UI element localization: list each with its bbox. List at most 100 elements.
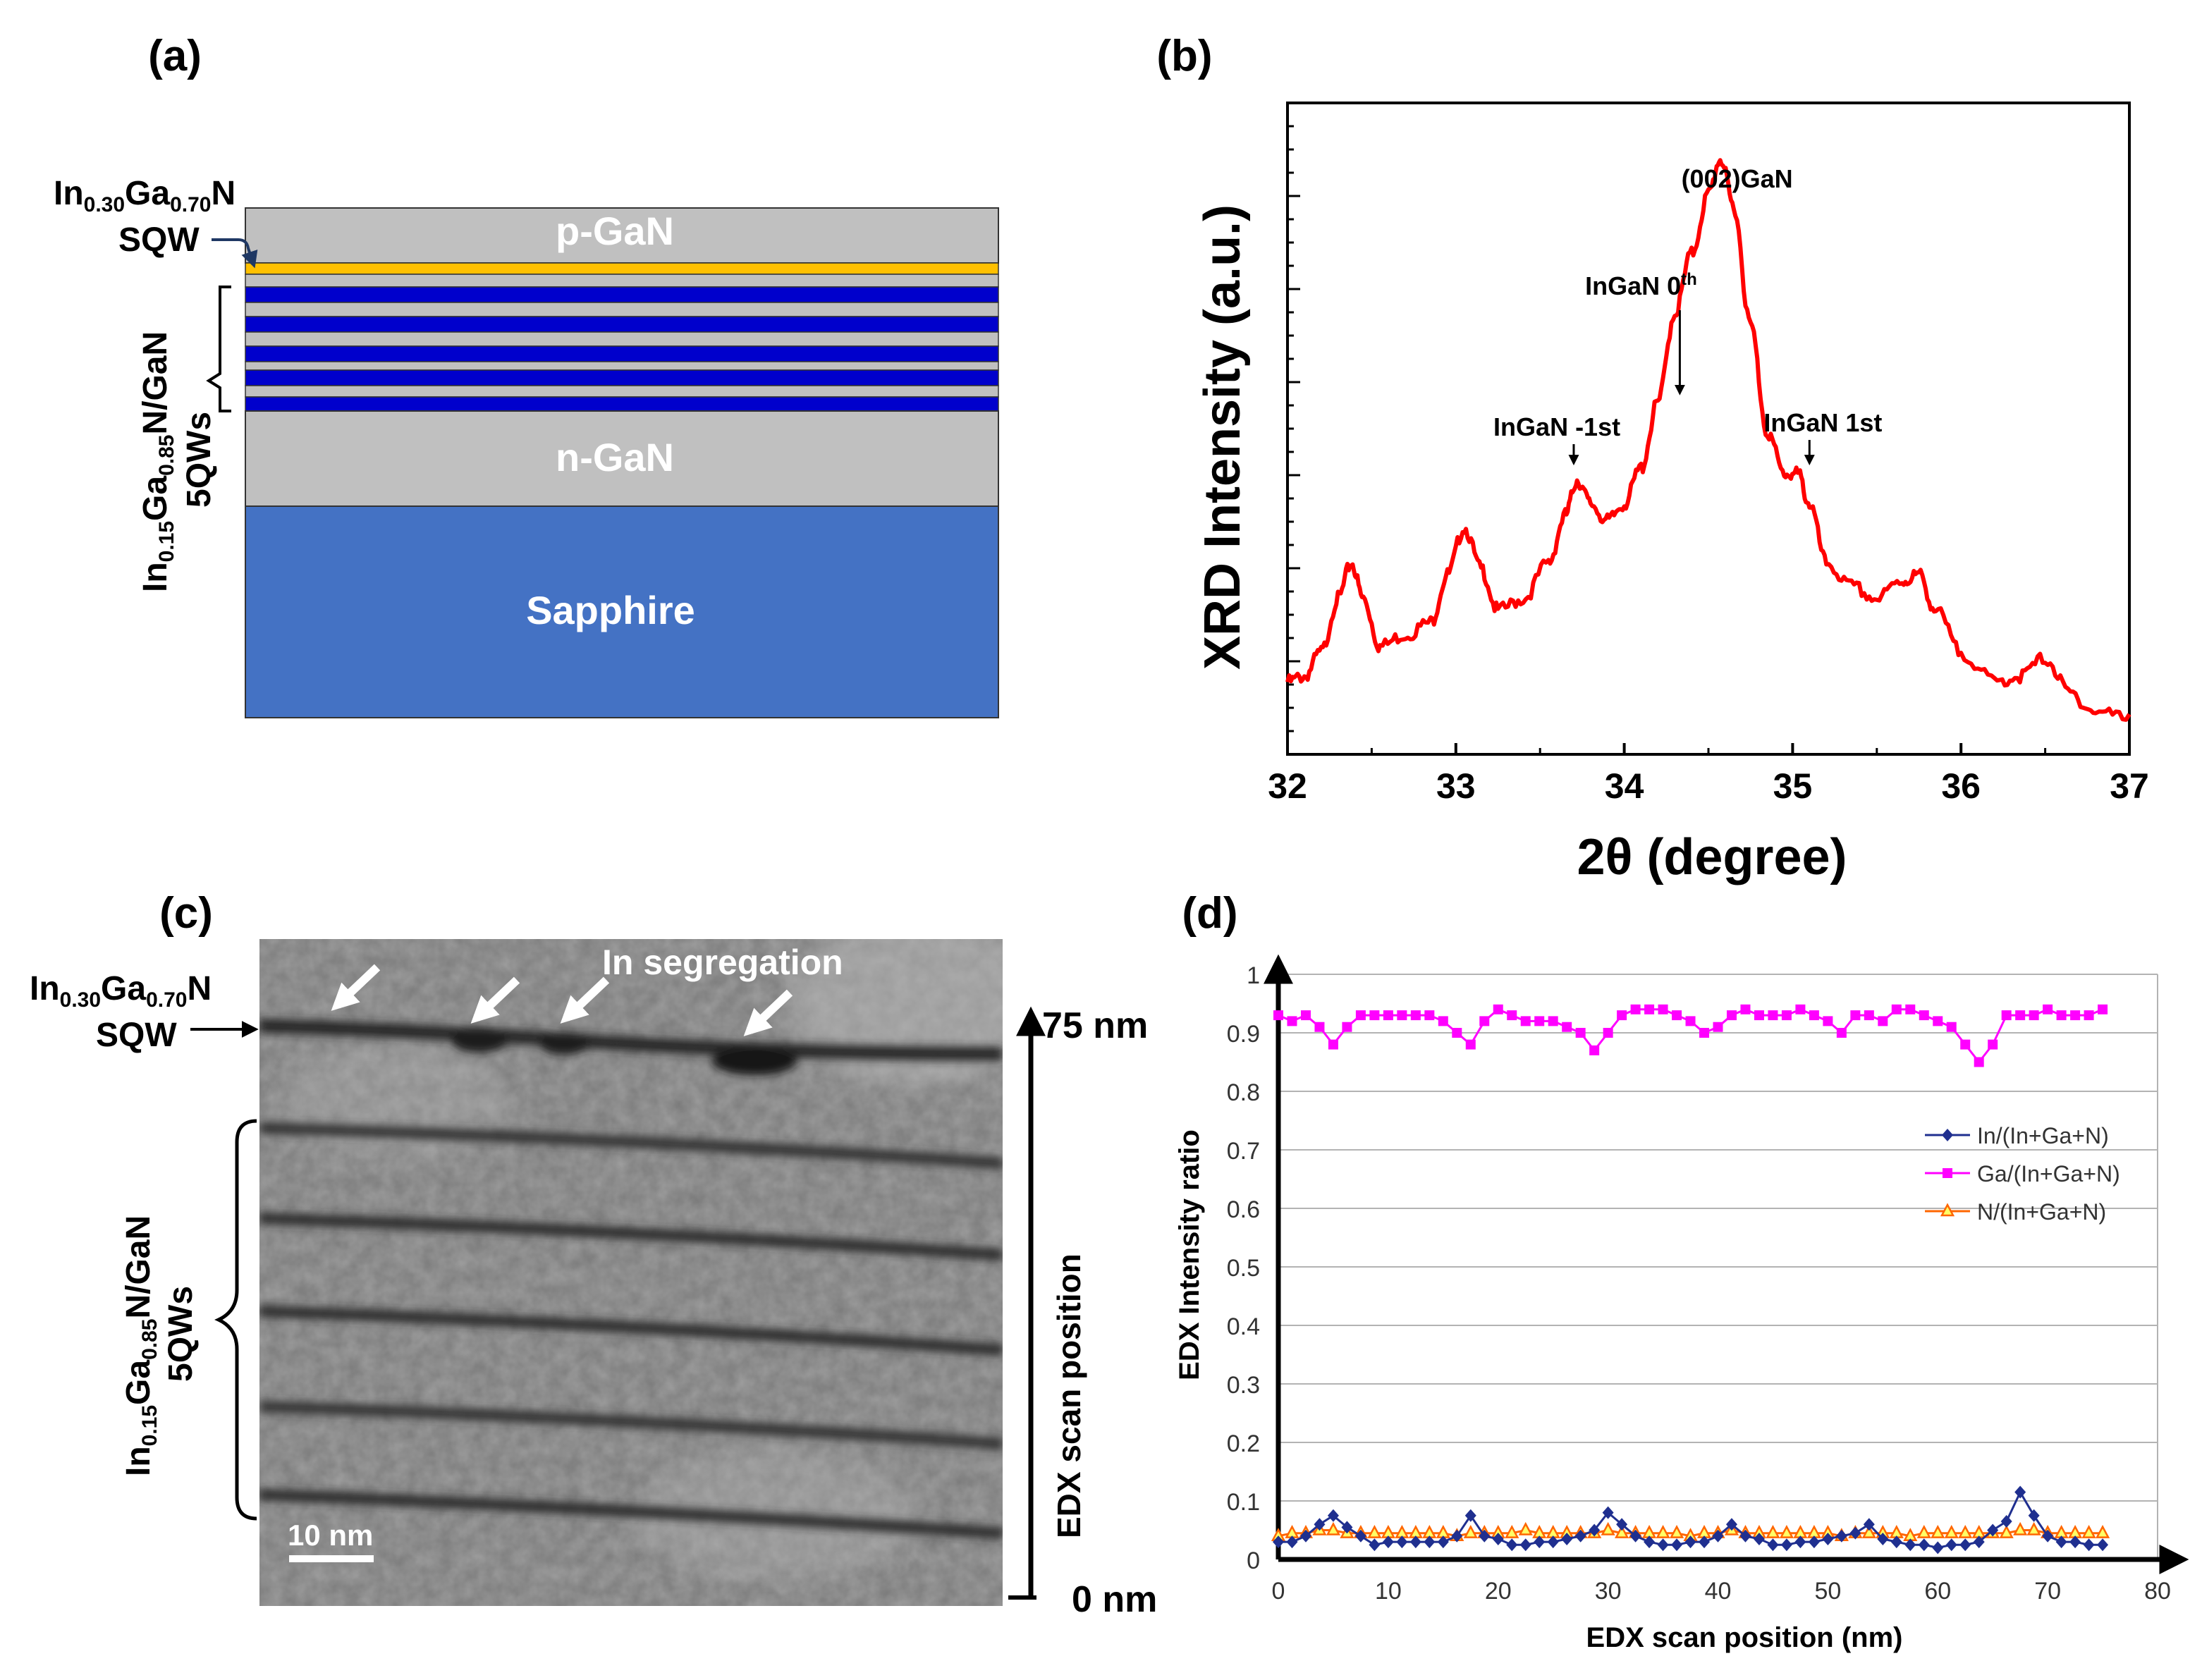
scan-top-label: 75 nm	[1042, 1005, 1148, 1046]
p-gan-layer	[245, 207, 999, 264]
edx-point	[2014, 1485, 2026, 1499]
edx-point	[1616, 1518, 1628, 1531]
edx-point	[1918, 1538, 1930, 1552]
peak-p1-label: InGaN 1st	[1763, 408, 1882, 437]
sapphire-label: Sapphire	[526, 588, 695, 632]
sqw-layer	[245, 262, 999, 275]
edx-point	[1988, 1039, 1998, 1050]
edx-y-tick-label: 0.8	[1227, 1079, 1260, 1106]
edx-point	[2069, 1535, 2081, 1549]
edx-point	[1409, 1535, 1421, 1549]
edx-point	[2042, 1529, 2054, 1543]
edx-y-tick-label: 0.7	[1227, 1138, 1260, 1165]
scale-bar-label: 10 nm	[288, 1519, 373, 1552]
edx-point	[1861, 1524, 1876, 1538]
edx-point	[1932, 1541, 1944, 1555]
n-gan-label: n-GaN	[556, 435, 674, 479]
edx-point	[1658, 1004, 1668, 1014]
edx-x-tick-label: 30	[1595, 1578, 1622, 1605]
xrd-x-tick-label: 32	[1268, 766, 1307, 806]
edx-point	[1891, 1004, 1902, 1014]
panel-label-a: (a)	[148, 32, 202, 80]
qw-layer-5	[245, 396, 999, 412]
edx-point	[1396, 1535, 1408, 1549]
edx-point	[1273, 1010, 1283, 1021]
edx-point	[1438, 1016, 1448, 1026]
edx-point	[1919, 1010, 1929, 1021]
edx-point	[1931, 1524, 1945, 1538]
edx-point	[1987, 1523, 1999, 1537]
edx-point	[1946, 1022, 1957, 1032]
layer-stack: p-GaN n-GaN Sapphire	[245, 207, 999, 718]
edx-x-tick-label: 60	[1924, 1578, 1951, 1605]
edx-point	[1781, 1010, 1792, 1021]
edx-y-tick-label: 0.3	[1227, 1372, 1260, 1399]
legend-marker	[1943, 1168, 1952, 1178]
edx-point	[1629, 1529, 1641, 1543]
edx-point	[2043, 1004, 2053, 1014]
edx-y-tick-label: 0.6	[1227, 1196, 1260, 1223]
edx-point	[2095, 1524, 2110, 1538]
edx-point	[1328, 1039, 1338, 1050]
edx-point	[1410, 1010, 1421, 1021]
edx-point	[1424, 1010, 1435, 1021]
qw-layer-3	[245, 345, 999, 362]
p-gan-label: p-GaN	[556, 209, 674, 253]
edx-point	[1959, 1538, 1971, 1552]
edx-point	[1287, 1016, 1297, 1026]
edx-x-tick-label: 80	[2144, 1578, 2171, 1605]
edx-point	[1768, 1010, 1778, 1021]
edx-point	[2083, 1538, 2095, 1552]
edx-point	[1713, 1022, 1723, 1032]
edx-point	[1519, 1538, 1531, 1552]
legend-marker	[1942, 1129, 1953, 1141]
edx-point	[1520, 1016, 1531, 1026]
sqw-arrow-a	[212, 238, 258, 269]
panel-label-c: (c)	[159, 889, 213, 938]
xrd-plot-frame	[1286, 102, 2131, 756]
edx-point	[1672, 1010, 1682, 1021]
edx-point	[2070, 1010, 2081, 1021]
sqw-label-a: In0.30Ga0.70N	[54, 175, 236, 216]
edx-point	[1479, 1016, 1490, 1026]
edx-point	[1767, 1538, 1779, 1552]
edx-y-tick-label: 0	[1247, 1547, 1260, 1574]
edx-point	[1630, 1004, 1641, 1014]
peak-0-label: InGaN 0th	[1585, 270, 1697, 300]
edx-point	[1809, 1010, 1819, 1021]
edx-point	[1684, 1535, 1696, 1549]
edx-y-tick-label: 0.5	[1227, 1255, 1260, 1282]
edx-y-tick-label: 1	[1247, 962, 1260, 989]
edx-point	[1739, 1529, 1751, 1543]
edx-point	[1669, 1524, 1684, 1538]
edx-point	[1740, 1004, 1751, 1014]
edx-point	[1725, 1518, 1737, 1531]
edx-point	[1341, 1521, 1353, 1534]
edx-point	[1835, 1529, 1847, 1543]
edx-point	[1753, 1532, 1765, 1545]
edx-point	[1808, 1535, 1820, 1549]
edx-point	[1300, 1010, 1311, 1021]
edx-point	[1822, 1532, 1834, 1545]
xrd-x-axis-label: 2θ (degree)	[1577, 829, 1847, 885]
edx-point	[2013, 1521, 2028, 1535]
edx-point	[1465, 1039, 1476, 1050]
edx-point	[1958, 1524, 1973, 1538]
edx-point	[2098, 1004, 2108, 1014]
edx-point	[1534, 1535, 1546, 1549]
edx-point	[1905, 1004, 1916, 1014]
edx-point	[1656, 1524, 1670, 1538]
panel-label-d: (d)	[1182, 889, 1237, 938]
edx-point	[1904, 1538, 1916, 1552]
edx-y-tick-label: 0.4	[1227, 1313, 1260, 1340]
edx-point	[1493, 1004, 1503, 1014]
edx-point	[1850, 1010, 1861, 1021]
scale-bar: 10 nm	[288, 1519, 374, 1562]
xrd-series-line	[1285, 158, 2131, 722]
legend-label: In/(In+Ga+N)	[1977, 1123, 2109, 1148]
edx-point	[1795, 1004, 1806, 1014]
edx-point	[1878, 1016, 1888, 1026]
mqw-label-c: In0.15Ga0.85N/GaN	[120, 1215, 161, 1476]
edx-x-tick-label: 50	[1814, 1578, 1841, 1605]
